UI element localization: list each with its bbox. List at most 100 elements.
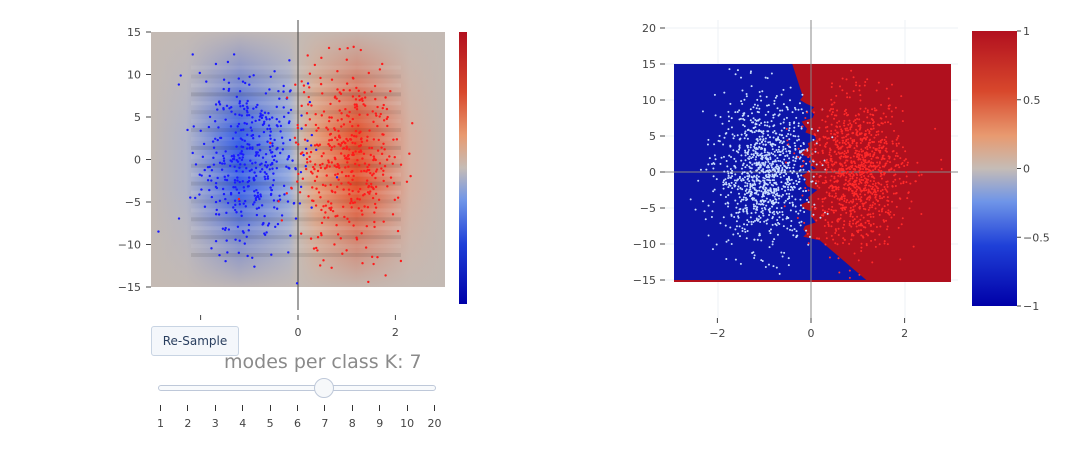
test-point <box>725 160 728 163</box>
test-point <box>762 199 765 202</box>
test-point <box>844 129 847 132</box>
test-point <box>889 122 892 125</box>
test-point <box>850 225 853 228</box>
sample-point <box>361 157 364 160</box>
test-point <box>774 182 777 185</box>
sample-point <box>373 84 377 88</box>
test-point <box>727 239 730 242</box>
test-point <box>912 245 915 248</box>
sample-point <box>340 118 343 121</box>
sample-point <box>234 186 237 189</box>
sample-point <box>352 174 355 178</box>
resample-button[interactable]: Re-Sample <box>151 326 239 356</box>
slider-step-label[interactable]: 8 <box>348 417 356 430</box>
test-point <box>851 140 854 143</box>
test-point <box>843 238 846 241</box>
test-point <box>803 178 806 181</box>
test-point <box>794 144 797 147</box>
sample-point <box>346 161 349 164</box>
test-point <box>884 164 887 167</box>
test-point <box>784 185 787 188</box>
test-point <box>828 186 831 189</box>
test-point <box>883 240 886 243</box>
test-point <box>866 148 869 151</box>
test-point <box>755 174 758 177</box>
slider-step-label[interactable]: 3 <box>211 417 219 430</box>
sample-point <box>210 179 213 182</box>
test-point <box>722 179 725 182</box>
test-point <box>761 135 764 138</box>
test-point <box>874 149 877 152</box>
test-point <box>713 93 716 96</box>
test-point <box>885 150 888 153</box>
test-point <box>734 73 737 76</box>
test-point <box>744 154 747 157</box>
k-slider-rail[interactable] <box>158 385 436 391</box>
sample-point <box>257 154 261 157</box>
sample-point <box>234 113 237 116</box>
test-point <box>765 197 768 200</box>
slider-step-label[interactable]: 6 <box>294 417 301 430</box>
test-point <box>920 173 923 176</box>
sample-point <box>285 96 289 99</box>
sample-point <box>231 137 235 140</box>
test-point <box>866 171 869 174</box>
test-point <box>735 179 738 182</box>
test-point <box>849 126 852 129</box>
k-slider-handle[interactable] <box>314 378 334 398</box>
sample-point <box>310 104 313 107</box>
heatmap-band <box>191 226 401 231</box>
test-point <box>860 176 863 179</box>
slider-step-label[interactable]: 9 <box>376 417 384 430</box>
test-point <box>758 135 761 138</box>
sample-point <box>347 153 350 157</box>
sample-point <box>312 247 316 250</box>
slider-step-label[interactable]: 2 <box>184 417 192 430</box>
slider-step-label[interactable]: 1 <box>157 417 164 430</box>
test-point <box>738 235 741 238</box>
slider-step-label[interactable]: 10 <box>400 417 415 430</box>
sample-point <box>363 162 367 165</box>
test-point <box>889 161 892 164</box>
sample-point <box>247 223 251 227</box>
sample-point <box>328 207 331 210</box>
slider-step-label[interactable]: 4 <box>239 417 247 430</box>
sample-point <box>389 89 392 93</box>
sample-point <box>222 87 225 91</box>
test-point <box>843 220 846 223</box>
slider-step-label[interactable]: 5 <box>266 417 274 430</box>
sample-point <box>340 182 343 185</box>
test-point <box>776 107 779 110</box>
test-point <box>877 81 880 84</box>
test-point <box>764 161 767 164</box>
test-point <box>785 135 788 138</box>
sample-point <box>333 95 337 98</box>
test-point <box>772 265 775 268</box>
test-point <box>868 184 871 187</box>
sample-point <box>351 141 354 144</box>
sample-point <box>251 133 255 137</box>
sample-point <box>249 159 252 162</box>
sample-point <box>382 119 386 122</box>
test-point <box>845 78 848 81</box>
test-point <box>857 156 860 159</box>
test-point <box>747 177 750 180</box>
test-point <box>830 113 833 116</box>
slider-step-label[interactable]: 20 <box>427 417 442 430</box>
heatmap-band <box>191 235 401 240</box>
slider-tick <box>160 405 161 411</box>
test-point <box>781 213 784 216</box>
sample-point <box>232 186 235 189</box>
test-point <box>760 141 763 144</box>
heatmap-band <box>191 181 401 186</box>
test-point <box>843 230 846 233</box>
test-point <box>855 128 858 131</box>
sample-point <box>266 127 269 131</box>
test-point <box>796 139 799 142</box>
slider-step-label[interactable]: 7 <box>321 417 329 430</box>
test-point <box>878 233 881 236</box>
test-point <box>848 96 851 99</box>
sample-point <box>279 151 282 155</box>
test-point <box>845 201 848 204</box>
sample-point <box>235 169 238 173</box>
